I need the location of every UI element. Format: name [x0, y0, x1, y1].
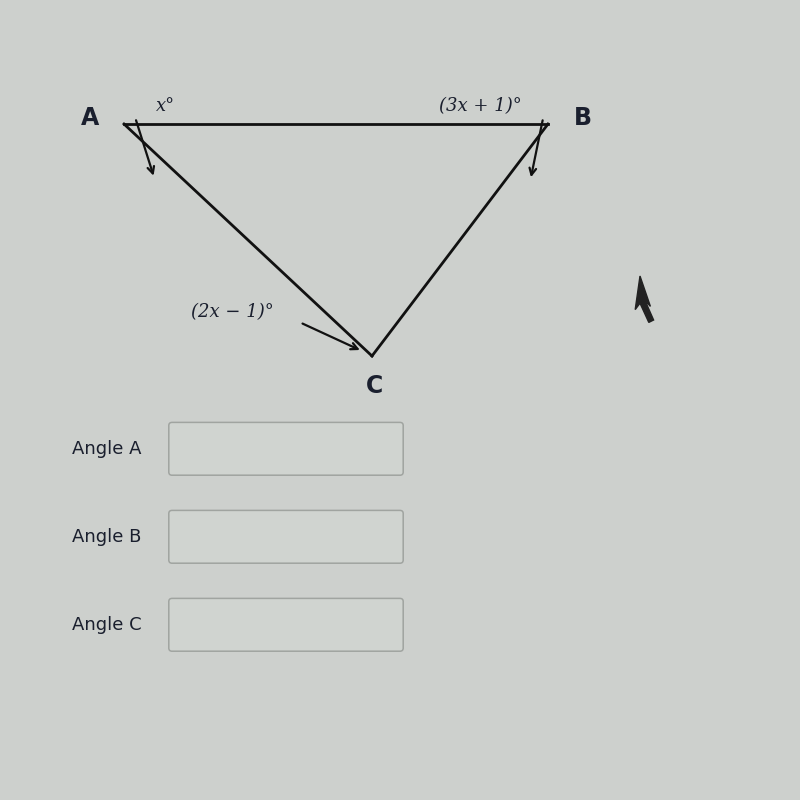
Text: A: A [82, 106, 99, 130]
Text: Angle C: Angle C [72, 616, 142, 634]
FancyBboxPatch shape [169, 598, 403, 651]
Text: Angle B: Angle B [72, 528, 142, 546]
FancyBboxPatch shape [169, 510, 403, 563]
Text: (3x + 1)°: (3x + 1)° [438, 98, 522, 115]
Polygon shape [635, 276, 654, 322]
Text: (2x − 1)°: (2x − 1)° [190, 303, 274, 321]
Text: Angle A: Angle A [72, 440, 142, 458]
Text: x°: x° [156, 98, 175, 115]
Text: C: C [366, 374, 383, 398]
Text: B: B [574, 106, 592, 130]
FancyBboxPatch shape [169, 422, 403, 475]
